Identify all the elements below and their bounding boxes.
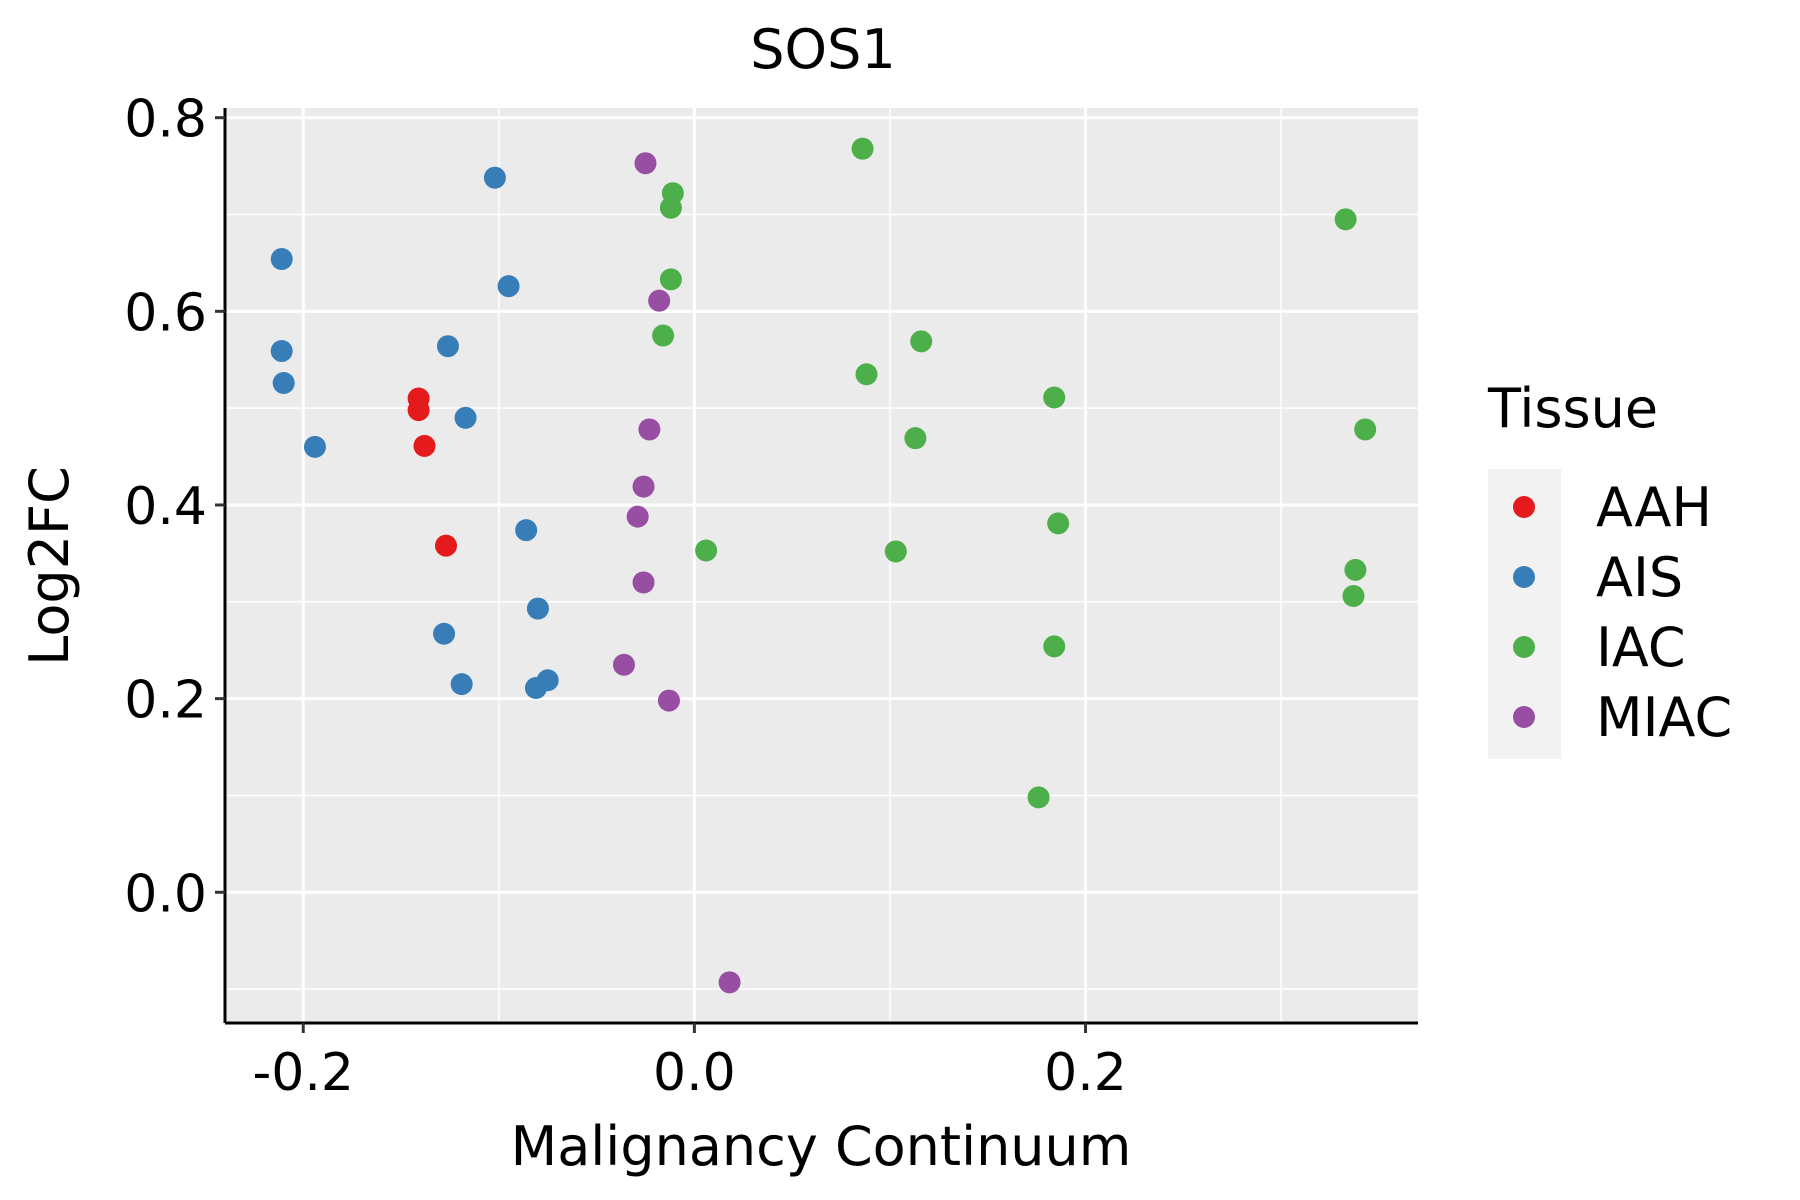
y-axis-title: Log2FC xyxy=(18,466,81,666)
point-miac xyxy=(632,475,655,498)
point-miac xyxy=(638,418,661,441)
point-miac xyxy=(718,971,741,994)
point-aah xyxy=(407,399,430,422)
point-miac xyxy=(632,571,655,594)
legend-label-aah: AAH xyxy=(1596,476,1712,539)
point-miac xyxy=(634,152,657,175)
point-iac xyxy=(1047,512,1070,535)
point-ais xyxy=(536,669,559,692)
point-iac xyxy=(851,137,874,160)
point-iac xyxy=(659,268,682,291)
point-ais xyxy=(450,673,473,696)
x-tick-label: -0.2 xyxy=(252,1043,353,1103)
point-iac xyxy=(1043,386,1066,409)
legend-label-miac: MIAC xyxy=(1596,686,1732,749)
point-ais xyxy=(483,166,506,189)
point-iac xyxy=(1334,208,1357,231)
legend-items: AAH AIS IAC MIAC xyxy=(1513,476,1732,749)
x-axis-ticks: -0.2 0.0 0.2 xyxy=(252,1023,1127,1103)
data-points xyxy=(270,137,1377,994)
y-tick-label: 0.6 xyxy=(124,283,207,343)
point-iac xyxy=(855,363,878,386)
point-aah xyxy=(413,434,436,457)
y-axis-ticks: 0.0 0.2 0.4 0.6 0.8 xyxy=(124,90,225,924)
point-ais xyxy=(433,622,456,645)
point-iac xyxy=(695,539,718,562)
point-iac xyxy=(884,540,907,563)
legend-key-ais xyxy=(1513,566,1535,588)
point-miac xyxy=(612,653,635,676)
point-iac xyxy=(1043,635,1066,658)
x-axis-title: Malignancy Continuum xyxy=(511,1115,1132,1178)
point-ais xyxy=(272,371,295,394)
point-ais xyxy=(454,406,477,429)
point-ais xyxy=(436,335,459,358)
y-tick-label: 0.0 xyxy=(124,864,207,924)
point-miac xyxy=(648,289,671,312)
point-ais xyxy=(270,248,293,271)
y-tick-label: 0.4 xyxy=(124,477,207,537)
point-iac xyxy=(1342,585,1365,607)
major-gridlines xyxy=(225,108,1418,1023)
point-iac xyxy=(1027,786,1050,809)
point-iac xyxy=(652,324,675,347)
point-ais xyxy=(515,519,538,542)
legend-key-aah xyxy=(1513,496,1535,518)
point-ais xyxy=(303,435,326,458)
legend-label-iac: IAC xyxy=(1596,616,1686,679)
legend-key-miac xyxy=(1513,706,1535,728)
point-ais xyxy=(526,597,549,620)
x-tick-label: 0.0 xyxy=(653,1043,736,1103)
point-ais xyxy=(497,275,520,298)
legend-key-iac xyxy=(1513,636,1535,658)
point-miac xyxy=(657,689,680,712)
legend: Tissue AAH AIS IAC MIAC xyxy=(1487,377,1732,759)
y-tick-label: 0.2 xyxy=(124,671,207,731)
plot-panel xyxy=(225,108,1418,1023)
point-iac xyxy=(1344,558,1367,581)
legend-label-ais: AIS xyxy=(1596,546,1683,609)
point-aah xyxy=(434,534,457,557)
point-miac xyxy=(626,505,649,528)
chart-title: SOS1 xyxy=(750,18,895,81)
point-iac xyxy=(910,330,933,353)
y-tick-label: 0.8 xyxy=(124,90,207,150)
x-tick-label: 0.2 xyxy=(1044,1043,1127,1103)
legend-title: Tissue xyxy=(1487,377,1658,440)
point-iac xyxy=(904,427,927,450)
point-iac xyxy=(659,196,682,219)
point-ais xyxy=(270,340,293,363)
point-iac xyxy=(1354,418,1377,441)
